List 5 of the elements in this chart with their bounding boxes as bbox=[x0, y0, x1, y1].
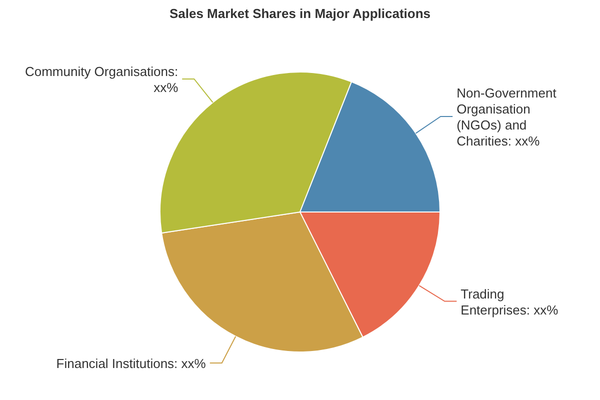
slice-label: Financial Institutions: xx% bbox=[56, 356, 206, 371]
slice-label: Non-Government Organisation (NGOs) and Charities: xx% bbox=[456, 85, 557, 148]
chart-title: Sales Market Shares in Major Applications bbox=[169, 6, 431, 21]
slice-label: Community Organisations: xx% bbox=[24, 64, 179, 95]
slice-label: Trading Enterprises: xx% bbox=[460, 286, 559, 318]
